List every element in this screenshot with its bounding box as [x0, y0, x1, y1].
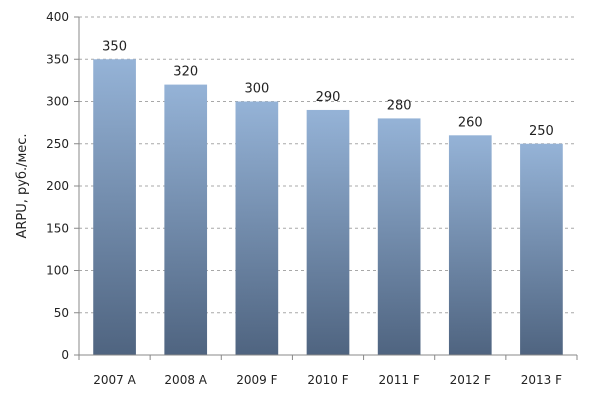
y-tick-label: 350 — [46, 52, 69, 66]
x-tick-label: 2011 F — [379, 373, 420, 387]
labels: 0 50 100 150 200 250 300 350 400 350 2007 A 320 2008… — [15, 10, 562, 387]
x-tick-label: 2009 F — [236, 373, 277, 387]
bar-2008-A — [164, 84, 208, 355]
y-tick-label: 400 — [46, 10, 69, 24]
data-label: 250 — [529, 124, 554, 139]
data-label: 260 — [458, 115, 483, 130]
y-axis-title: ARPU, руб./мес. — [15, 133, 30, 238]
bar-2013-F — [520, 143, 563, 355]
y-tick-label: 250 — [46, 137, 69, 151]
data-label: 290 — [316, 90, 341, 105]
y-tick-label: 0 — [61, 348, 69, 362]
data-label: 280 — [387, 98, 412, 113]
axes — [74, 16, 578, 360]
bar-2010-F — [306, 109, 350, 355]
y-tick-label: 150 — [46, 221, 69, 235]
x-tick-label: 2010 F — [307, 373, 348, 387]
x-tick-label: 2012 F — [450, 373, 491, 387]
y-tick-label: 300 — [46, 95, 69, 109]
data-label: 320 — [173, 65, 198, 80]
x-tick-label: 2007 A — [93, 373, 136, 387]
x-tick-label: 2008 A — [164, 373, 207, 387]
bar-2007-A — [93, 59, 136, 355]
bars — [93, 59, 563, 356]
y-tick-label: 100 — [46, 264, 69, 278]
bar-2012-F — [448, 135, 492, 355]
x-tick-label: 2013 F — [521, 373, 562, 387]
y-tick-label: 200 — [46, 179, 69, 193]
data-label: 350 — [102, 39, 127, 54]
y-tick-label: 50 — [54, 306, 69, 320]
bar-2009-F — [235, 101, 279, 355]
data-label: 300 — [244, 82, 269, 97]
bar-2011-F — [377, 118, 421, 356]
